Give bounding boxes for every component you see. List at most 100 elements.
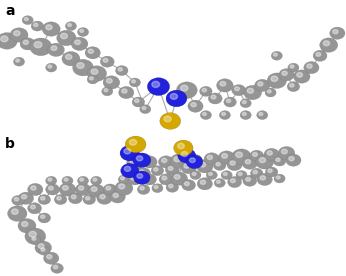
Circle shape	[154, 168, 158, 171]
Circle shape	[260, 176, 265, 180]
Circle shape	[103, 184, 117, 195]
Circle shape	[181, 152, 188, 156]
Circle shape	[177, 143, 184, 149]
Circle shape	[230, 179, 235, 183]
Circle shape	[28, 184, 43, 196]
Circle shape	[186, 155, 203, 169]
Circle shape	[88, 184, 104, 197]
Circle shape	[159, 174, 173, 185]
Circle shape	[245, 160, 251, 164]
Circle shape	[21, 195, 27, 199]
Circle shape	[184, 164, 189, 168]
Circle shape	[140, 105, 151, 114]
Circle shape	[124, 166, 131, 171]
Circle shape	[228, 177, 242, 188]
Circle shape	[286, 154, 301, 166]
Circle shape	[264, 148, 279, 161]
Circle shape	[206, 171, 217, 179]
Circle shape	[64, 178, 68, 181]
Circle shape	[80, 178, 84, 181]
Circle shape	[62, 176, 73, 185]
Circle shape	[290, 84, 294, 87]
Circle shape	[184, 182, 189, 186]
Circle shape	[214, 179, 225, 187]
Circle shape	[83, 195, 95, 205]
Circle shape	[121, 163, 139, 178]
Circle shape	[208, 172, 212, 176]
Circle shape	[38, 213, 51, 223]
Circle shape	[313, 50, 327, 61]
Circle shape	[131, 176, 136, 180]
Circle shape	[35, 241, 52, 254]
Circle shape	[103, 59, 108, 62]
Circle shape	[41, 248, 45, 251]
Circle shape	[267, 90, 271, 93]
Circle shape	[104, 89, 108, 92]
Circle shape	[250, 150, 264, 161]
Circle shape	[145, 158, 150, 163]
Circle shape	[178, 148, 196, 163]
Circle shape	[13, 57, 25, 66]
Circle shape	[75, 184, 91, 196]
Circle shape	[13, 31, 20, 36]
Circle shape	[289, 156, 294, 161]
Circle shape	[113, 193, 118, 198]
Circle shape	[219, 111, 230, 120]
Circle shape	[102, 87, 113, 96]
Circle shape	[200, 86, 212, 96]
Circle shape	[221, 171, 232, 179]
Circle shape	[51, 263, 63, 273]
Circle shape	[107, 78, 112, 83]
Circle shape	[48, 178, 52, 181]
Circle shape	[31, 21, 44, 31]
Circle shape	[131, 80, 136, 83]
Circle shape	[268, 169, 272, 172]
Circle shape	[23, 40, 28, 44]
Circle shape	[122, 89, 127, 93]
Circle shape	[40, 215, 45, 218]
Circle shape	[181, 85, 188, 91]
Circle shape	[30, 38, 52, 56]
Circle shape	[32, 237, 36, 240]
Circle shape	[47, 254, 52, 259]
Circle shape	[304, 62, 319, 74]
Circle shape	[276, 176, 280, 179]
Circle shape	[221, 112, 226, 116]
Circle shape	[162, 158, 167, 163]
Circle shape	[130, 159, 136, 164]
Circle shape	[8, 206, 27, 221]
Circle shape	[143, 174, 156, 185]
Circle shape	[169, 184, 173, 188]
Circle shape	[197, 178, 212, 190]
Circle shape	[265, 167, 278, 177]
Circle shape	[273, 156, 286, 166]
Circle shape	[124, 148, 131, 154]
Circle shape	[59, 183, 76, 196]
Circle shape	[242, 112, 246, 116]
Circle shape	[267, 151, 272, 155]
Circle shape	[34, 42, 42, 48]
Circle shape	[25, 228, 46, 245]
Circle shape	[255, 79, 270, 91]
Circle shape	[137, 168, 151, 179]
Circle shape	[91, 176, 102, 185]
Circle shape	[192, 172, 196, 176]
Circle shape	[54, 195, 67, 205]
Circle shape	[145, 176, 150, 180]
Circle shape	[166, 90, 187, 107]
Circle shape	[48, 65, 52, 68]
Circle shape	[152, 81, 160, 87]
Circle shape	[251, 168, 263, 178]
Circle shape	[79, 186, 84, 190]
Circle shape	[220, 81, 226, 86]
Circle shape	[93, 178, 97, 181]
Circle shape	[71, 195, 76, 199]
Circle shape	[244, 85, 262, 100]
Circle shape	[174, 140, 193, 156]
Circle shape	[57, 30, 76, 46]
Circle shape	[265, 88, 276, 97]
Circle shape	[80, 29, 84, 33]
Circle shape	[89, 77, 93, 80]
Circle shape	[181, 161, 196, 174]
Circle shape	[274, 174, 285, 183]
